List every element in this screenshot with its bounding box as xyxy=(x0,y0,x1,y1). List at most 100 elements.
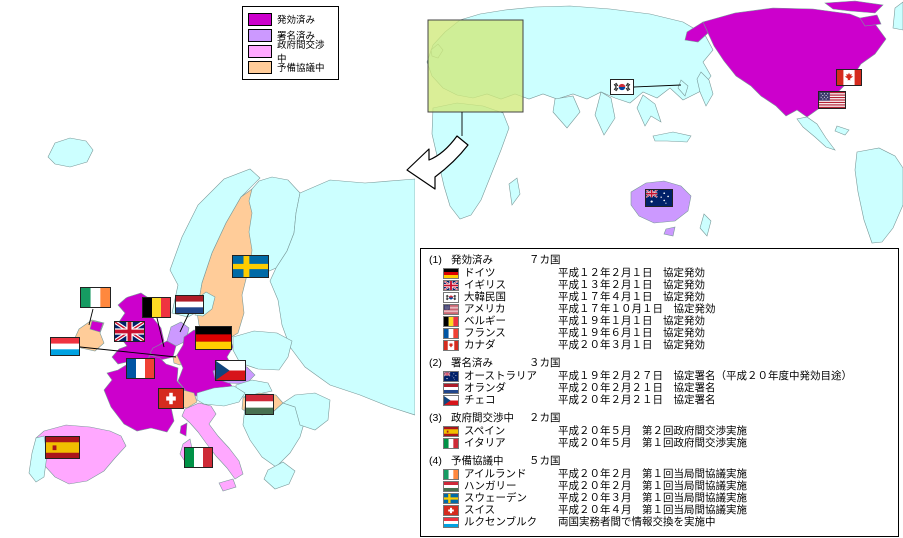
europe-map xyxy=(28,137,415,492)
agreement-detail: 両国実務者間で情報交換を実施中 xyxy=(558,516,716,528)
hungary-flag-icon xyxy=(245,394,274,415)
agreement-detail: 平成１７年４月１日 協定発効 xyxy=(558,291,705,303)
section-count: ７カ国 xyxy=(529,254,561,266)
czech-flag-icon xyxy=(443,394,459,406)
czech-flag-icon xyxy=(215,360,246,381)
south-korea-flag-icon xyxy=(610,79,634,95)
agreement-detail: 平成２０年２月２１日 協定署名 xyxy=(558,394,716,406)
country-name: ハンガリー xyxy=(464,480,517,492)
legend-swatch-negotiating xyxy=(248,44,272,58)
table-row: イタリア 平成２０年５月 第１回政府間交渉実施 xyxy=(429,437,890,449)
map-new-zealand xyxy=(699,213,712,237)
legend-label: 発効済み xyxy=(277,15,316,26)
legend: 発効済み 署名済み 政府間交渉中 予備協議中 xyxy=(242,6,339,80)
agreement-detail: 平成２０年２月 第１回当局間協議実施 xyxy=(558,468,747,480)
italy-flag-icon xyxy=(443,437,459,449)
country-name: イタリア xyxy=(464,437,506,449)
legend-swatch-in-effect xyxy=(248,12,272,26)
map-sicily xyxy=(218,478,237,492)
luxembourg-flag-leader-line xyxy=(79,346,177,358)
canada-flag-icon xyxy=(836,69,862,86)
map-austria xyxy=(196,385,246,407)
map-japan xyxy=(696,71,714,107)
section-header: (4) 予備協議中 ５カ国 xyxy=(429,455,890,468)
map-arctic-islands xyxy=(824,0,884,14)
agreement-detail: 平成１９年２月２７日 協定署名（平成２０年度中発効目途） xyxy=(558,370,852,382)
map-portugal xyxy=(28,435,48,483)
section-number: (3) xyxy=(429,412,442,424)
switzerland-flag-icon xyxy=(158,388,184,409)
hungary-flag-icon xyxy=(443,480,459,492)
country-name: ベルギー xyxy=(464,315,506,327)
agreement-detail: 平成１７年１０月１日 協定発効 xyxy=(558,303,716,315)
spain-flag-icon xyxy=(45,436,80,459)
table-row: 大韓民国 平成１７年４月１日 協定発効 xyxy=(429,291,890,303)
map-south-america xyxy=(854,147,903,244)
section-signed: (2) 署名済み ３カ国 オーストラリア 平成１９年２月２７日 協定署名（平成２０年度… xyxy=(429,357,890,406)
map-southeast-asia xyxy=(636,94,662,127)
table-row: スイス 平成２０年４月 第１回当局間協議実施 xyxy=(429,504,890,516)
table-row: ルクセンブルク 両国実務者間で情報交換を実施中 xyxy=(429,516,890,528)
country-name: ドイツ xyxy=(464,267,496,279)
map-arctic-islands-2 xyxy=(859,14,882,27)
section-count: ５カ国 xyxy=(529,455,561,467)
agreement-detail: 平成１３年２月１日 協定発効 xyxy=(558,279,705,291)
map-iceland xyxy=(47,137,94,168)
zoom-arrow-icon xyxy=(406,135,469,190)
legend-item-signed: 署名済み xyxy=(248,27,333,43)
section-header: (2) 署名済み ３カ国 xyxy=(429,357,890,370)
map-greece xyxy=(263,461,296,490)
map-northern-ireland xyxy=(89,320,104,333)
country-name: アメリカ xyxy=(464,303,506,315)
map-madagascar xyxy=(508,177,521,206)
australia-flag-icon xyxy=(443,370,459,382)
section-number: (1) xyxy=(429,254,442,266)
south-korea-flag-icon xyxy=(443,291,459,303)
ireland-flag-leader-line xyxy=(88,308,94,326)
usa-flag-icon xyxy=(818,91,846,109)
france-flag-icon xyxy=(443,327,459,339)
section-title: 署名済み xyxy=(451,357,493,369)
map-arabia xyxy=(552,95,581,129)
country-name: 大韓民国 xyxy=(464,291,506,303)
australia-flag-icon xyxy=(645,189,673,207)
usa-flag-icon xyxy=(443,303,459,315)
country-name: スペイン xyxy=(464,425,506,437)
country-name: ルクセンブルク xyxy=(464,516,538,528)
country-name: オランダ xyxy=(464,382,506,394)
map-poland xyxy=(232,330,293,371)
table-row: ハンガリー 平成２０年２月 第１回当局間協議実施 xyxy=(429,480,890,492)
agreement-detail: 平成１９年１月１日 協定発効 xyxy=(558,315,705,327)
section-in-effect: (1) 発効済み ７カ国 ドイツ 平成１２年２月１日 協定発効 イギリス 平成１３年２月… xyxy=(429,254,890,351)
section-title: 発効済み xyxy=(451,254,493,266)
section-negotiating: (3) 政府間交渉中 ２カ国 スペイン 平成２０年５月 第２回政府間交渉実施 イタリア… xyxy=(429,412,890,449)
section-header: (3) 政府間交渉中 ２カ国 xyxy=(429,412,890,425)
section-count: ２カ国 xyxy=(529,412,561,424)
legend-item-preliminary: 予備協議中 xyxy=(248,59,333,75)
europe-inset-box xyxy=(427,19,524,113)
table-row: チェコ 平成２０年２月２１日 協定署名 xyxy=(429,394,890,406)
table-row: イギリス 平成１３年２月１日 協定発効 xyxy=(429,279,890,291)
section-number: (2) xyxy=(429,357,442,369)
germany-flag-icon xyxy=(195,326,232,350)
agreement-detail: 平成２０年３月１日 協定発効 xyxy=(558,339,705,351)
map-tasmania xyxy=(663,226,676,237)
germany-flag-icon xyxy=(443,267,459,279)
agreement-detail: 平成２０年４月 第１回当局間協議実施 xyxy=(558,504,747,516)
belgium-flag-icon xyxy=(443,315,459,327)
legend-label: 署名済み xyxy=(277,31,316,42)
sweden-flag-icon xyxy=(232,255,269,278)
agreement-detail: 平成２０年５月 第２回政府間交渉実施 xyxy=(558,425,747,437)
agreement-detail: 平成２０年２月２１日 協定署名 xyxy=(558,382,716,394)
legend-label: 政府間交渉中 xyxy=(277,40,325,65)
luxembourg-flag-icon xyxy=(50,337,80,356)
netherlands-flag-icon xyxy=(175,295,204,314)
map-greenland xyxy=(892,1,903,31)
agreement-detail: 平成２０年３月 第１回当局間協議実施 xyxy=(558,492,747,504)
uk-flag-icon xyxy=(114,321,145,342)
table-row: アメリカ 平成１７年１０月１日 協定発効 xyxy=(429,303,890,315)
section-header: (1) 発効済み ７カ国 xyxy=(429,254,890,267)
legend-swatch-signed xyxy=(248,28,272,42)
agreement-detail: 平成１９年６月１日 協定発効 xyxy=(558,327,705,339)
